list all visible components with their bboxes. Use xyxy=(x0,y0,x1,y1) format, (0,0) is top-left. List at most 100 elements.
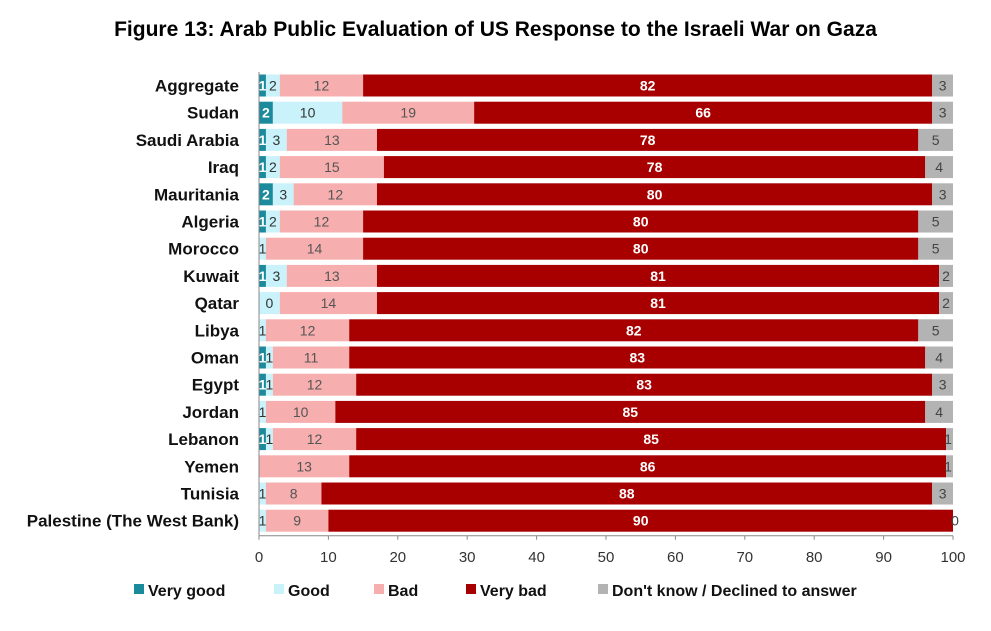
data-label: 4 xyxy=(935,159,943,175)
bar-segment xyxy=(259,319,266,342)
bar-segment xyxy=(376,128,919,151)
data-label: 66 xyxy=(695,105,711,121)
bar-segment xyxy=(259,237,266,260)
x-tick-label: 70 xyxy=(736,549,753,566)
bar-segment xyxy=(356,373,933,396)
bar-segment xyxy=(259,101,273,124)
bar-segment xyxy=(349,455,947,478)
bar-segment xyxy=(328,509,953,532)
data-label: 85 xyxy=(623,404,639,420)
data-label: 3 xyxy=(272,268,280,284)
bar-segment xyxy=(259,428,266,451)
bar-segment xyxy=(259,400,266,423)
bar-segment xyxy=(265,373,273,396)
data-label: 14 xyxy=(307,241,323,257)
legend: Very good Good Bad Very bad Don't know / Dec… xyxy=(134,583,857,600)
data-label: 1 xyxy=(259,350,267,366)
bar-segment xyxy=(265,264,287,287)
data-label: 2 xyxy=(942,295,950,311)
x-tick-label: 50 xyxy=(598,549,615,566)
legend-label: Don't know / Declined to answer xyxy=(612,583,857,600)
data-label: 80 xyxy=(633,241,649,257)
bar-segment xyxy=(259,156,266,179)
legend-swatch xyxy=(134,584,144,594)
data-label: 2 xyxy=(269,78,277,94)
data-label: 81 xyxy=(650,295,666,311)
bar-segment xyxy=(265,428,273,451)
data-label: 2 xyxy=(269,214,277,230)
bar-segment xyxy=(925,346,953,369)
data-label: 12 xyxy=(307,431,323,447)
data-label: 1 xyxy=(259,268,267,284)
data-label: 12 xyxy=(307,377,323,393)
data-label: 2 xyxy=(942,268,950,284)
bar-segment xyxy=(376,292,940,315)
bar-segment xyxy=(272,428,357,451)
data-label: 12 xyxy=(314,214,330,230)
bar-segment xyxy=(349,319,919,342)
bars-layer: 1 2 12 82 32 10 19 66 31 3 13 78 51 2 15 78 42 3 12 80 31 2 12… xyxy=(258,74,959,532)
bar-segment xyxy=(932,101,953,124)
legend-swatch xyxy=(466,584,476,594)
data-label: 78 xyxy=(647,159,663,175)
bar-segment xyxy=(363,74,933,97)
x-tick-label: 0 xyxy=(255,549,263,566)
legend-label: Very good xyxy=(148,583,225,600)
data-label: 86 xyxy=(640,458,656,474)
bar-segment xyxy=(265,74,280,97)
bar-segment xyxy=(293,183,377,206)
bar-segment xyxy=(265,128,287,151)
data-label: 81 xyxy=(650,268,666,284)
category-label: Iraq xyxy=(208,158,239,177)
data-label: 12 xyxy=(314,78,330,94)
data-label: 1 xyxy=(259,377,267,393)
data-label: 5 xyxy=(932,322,940,338)
data-label: 3 xyxy=(939,186,947,202)
data-label: 83 xyxy=(629,350,645,366)
data-label: 1 xyxy=(259,404,267,420)
bar-segment xyxy=(918,210,953,233)
bar-segment xyxy=(259,292,280,315)
bar-segment xyxy=(259,373,266,396)
data-label: 3 xyxy=(272,132,280,148)
bar-segment xyxy=(925,400,953,423)
data-label: 1 xyxy=(266,350,274,366)
bar-segment xyxy=(265,319,350,342)
bar-segment xyxy=(279,210,364,233)
data-label: 11 xyxy=(304,350,319,366)
data-label: 1 xyxy=(259,214,267,230)
legend-label: Good xyxy=(288,583,330,600)
bar-segment xyxy=(265,400,336,423)
data-label: 3 xyxy=(939,377,947,393)
category-label: Jordan xyxy=(182,403,239,422)
data-label: 5 xyxy=(932,241,940,257)
bar-segment xyxy=(265,156,280,179)
bar-segment xyxy=(946,428,953,451)
category-label: Qatar xyxy=(195,294,240,313)
x-tick-label: 60 xyxy=(667,549,684,566)
bar-segment xyxy=(265,237,364,260)
bar-segment xyxy=(286,264,377,287)
data-label: 1 xyxy=(259,322,267,338)
bar-segment xyxy=(259,210,266,233)
data-label: 88 xyxy=(619,486,635,502)
data-label: 19 xyxy=(400,105,416,121)
category-label: Morocco xyxy=(168,240,239,259)
data-label: 82 xyxy=(640,78,656,94)
data-label: 3 xyxy=(939,486,947,502)
bar-segment xyxy=(279,74,364,97)
bar-segment xyxy=(932,482,953,505)
bar-segment xyxy=(356,428,947,451)
data-label: 8 xyxy=(290,486,298,502)
category-label: Yemen xyxy=(184,457,239,476)
data-label: 13 xyxy=(324,268,340,284)
bar-segment xyxy=(932,74,953,97)
legend-swatch xyxy=(598,584,608,594)
data-label: 0 xyxy=(266,295,274,311)
legend-label: Very bad xyxy=(480,583,547,600)
bar-segment xyxy=(259,482,266,505)
bar-segment xyxy=(259,128,266,151)
bar-segment xyxy=(321,482,933,505)
data-label: 10 xyxy=(293,404,309,420)
